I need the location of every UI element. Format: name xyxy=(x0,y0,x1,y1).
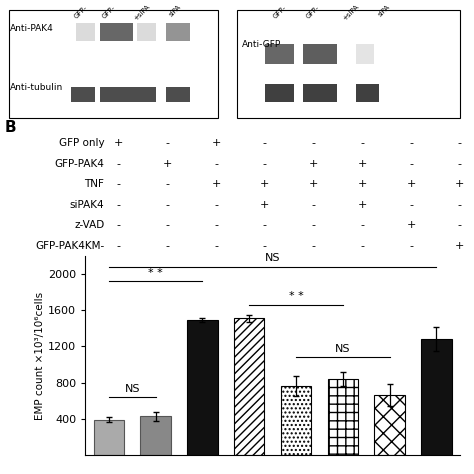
Text: -: - xyxy=(360,138,365,148)
Text: GFP-: GFP- xyxy=(305,4,320,19)
Text: -: - xyxy=(311,220,316,230)
Bar xyxy=(166,23,190,41)
Y-axis label: EMP count ×10³/10⁶cells: EMP count ×10³/10⁶cells xyxy=(36,292,46,419)
Bar xyxy=(100,87,133,102)
Text: +: + xyxy=(114,138,123,148)
Text: -: - xyxy=(311,241,316,251)
Text: GFP-: GFP- xyxy=(101,4,117,19)
Text: -: - xyxy=(409,159,413,169)
Bar xyxy=(356,84,379,102)
Text: NS: NS xyxy=(265,253,280,263)
Text: * *: * * xyxy=(289,291,303,301)
Text: +: + xyxy=(211,179,221,189)
Text: NS: NS xyxy=(124,383,140,393)
Text: -: - xyxy=(263,138,267,148)
Text: -: - xyxy=(263,159,267,169)
Text: +: + xyxy=(260,200,269,210)
Text: -: - xyxy=(311,138,316,148)
Text: +: + xyxy=(357,200,367,210)
Bar xyxy=(303,84,337,102)
Bar xyxy=(421,339,452,455)
Text: +: + xyxy=(260,179,269,189)
Text: +: + xyxy=(455,241,465,251)
Bar xyxy=(71,87,95,102)
Text: -: - xyxy=(214,200,218,210)
Text: B: B xyxy=(5,120,17,135)
FancyBboxPatch shape xyxy=(9,10,218,118)
Text: siPA: siPA xyxy=(377,4,391,18)
Text: +siPA: +siPA xyxy=(342,4,360,22)
Text: +: + xyxy=(309,179,318,189)
Text: -: - xyxy=(165,138,169,148)
Bar xyxy=(281,386,311,455)
Text: GFP-PAK4KM-: GFP-PAK4KM- xyxy=(35,241,104,251)
Bar xyxy=(187,320,218,455)
Text: +: + xyxy=(357,179,367,189)
Text: +: + xyxy=(357,159,367,169)
Bar xyxy=(356,44,374,64)
Text: -: - xyxy=(165,179,169,189)
Text: -: - xyxy=(360,241,365,251)
Text: -: - xyxy=(458,138,462,148)
Bar xyxy=(374,395,405,455)
Text: -: - xyxy=(409,138,413,148)
Bar xyxy=(303,44,337,64)
Text: +: + xyxy=(211,138,221,148)
Bar xyxy=(265,84,294,102)
Bar xyxy=(137,23,156,41)
Text: -: - xyxy=(409,241,413,251)
Text: Anti-tubulin: Anti-tubulin xyxy=(9,82,63,91)
Bar xyxy=(328,379,358,455)
Text: -: - xyxy=(409,200,413,210)
Text: +: + xyxy=(406,179,416,189)
Text: -: - xyxy=(311,200,316,210)
Text: -: - xyxy=(214,241,218,251)
Text: -: - xyxy=(117,159,120,169)
Text: -: - xyxy=(165,200,169,210)
Bar xyxy=(133,87,156,102)
Bar xyxy=(140,416,171,455)
Text: Anti-PAK4: Anti-PAK4 xyxy=(9,24,53,33)
Text: +: + xyxy=(309,159,318,169)
Text: Anti-GFP: Anti-GFP xyxy=(242,40,281,49)
Text: -: - xyxy=(117,241,120,251)
Text: -: - xyxy=(263,241,267,251)
Text: z-VAD: z-VAD xyxy=(74,220,104,230)
Text: -: - xyxy=(360,220,365,230)
Text: GFP-PAK4: GFP-PAK4 xyxy=(55,159,104,169)
Text: -: - xyxy=(458,200,462,210)
Bar xyxy=(100,23,133,41)
Text: * *: * * xyxy=(148,268,163,278)
Text: TNF: TNF xyxy=(84,179,104,189)
Text: siPA: siPA xyxy=(168,4,182,18)
Bar xyxy=(93,420,124,455)
Text: GFP-: GFP- xyxy=(73,4,88,19)
Text: -: - xyxy=(117,220,120,230)
Text: -: - xyxy=(117,200,120,210)
Text: -: - xyxy=(117,179,120,189)
Text: siPAK4: siPAK4 xyxy=(70,200,104,210)
Text: NS: NS xyxy=(335,344,350,354)
Text: -: - xyxy=(165,241,169,251)
Bar xyxy=(265,44,294,64)
Text: +: + xyxy=(406,220,416,230)
Text: -: - xyxy=(214,159,218,169)
Bar xyxy=(234,319,264,455)
Text: +: + xyxy=(455,179,465,189)
Bar xyxy=(166,87,190,102)
Bar xyxy=(76,23,95,41)
Text: GFP-: GFP- xyxy=(272,4,287,19)
Text: -: - xyxy=(165,220,169,230)
Text: -: - xyxy=(214,220,218,230)
Text: GFP only: GFP only xyxy=(59,138,104,148)
Text: -: - xyxy=(458,159,462,169)
Text: -: - xyxy=(458,220,462,230)
Text: -: - xyxy=(263,220,267,230)
Text: +siPA: +siPA xyxy=(133,4,151,22)
FancyBboxPatch shape xyxy=(237,10,460,118)
Text: +: + xyxy=(163,159,172,169)
